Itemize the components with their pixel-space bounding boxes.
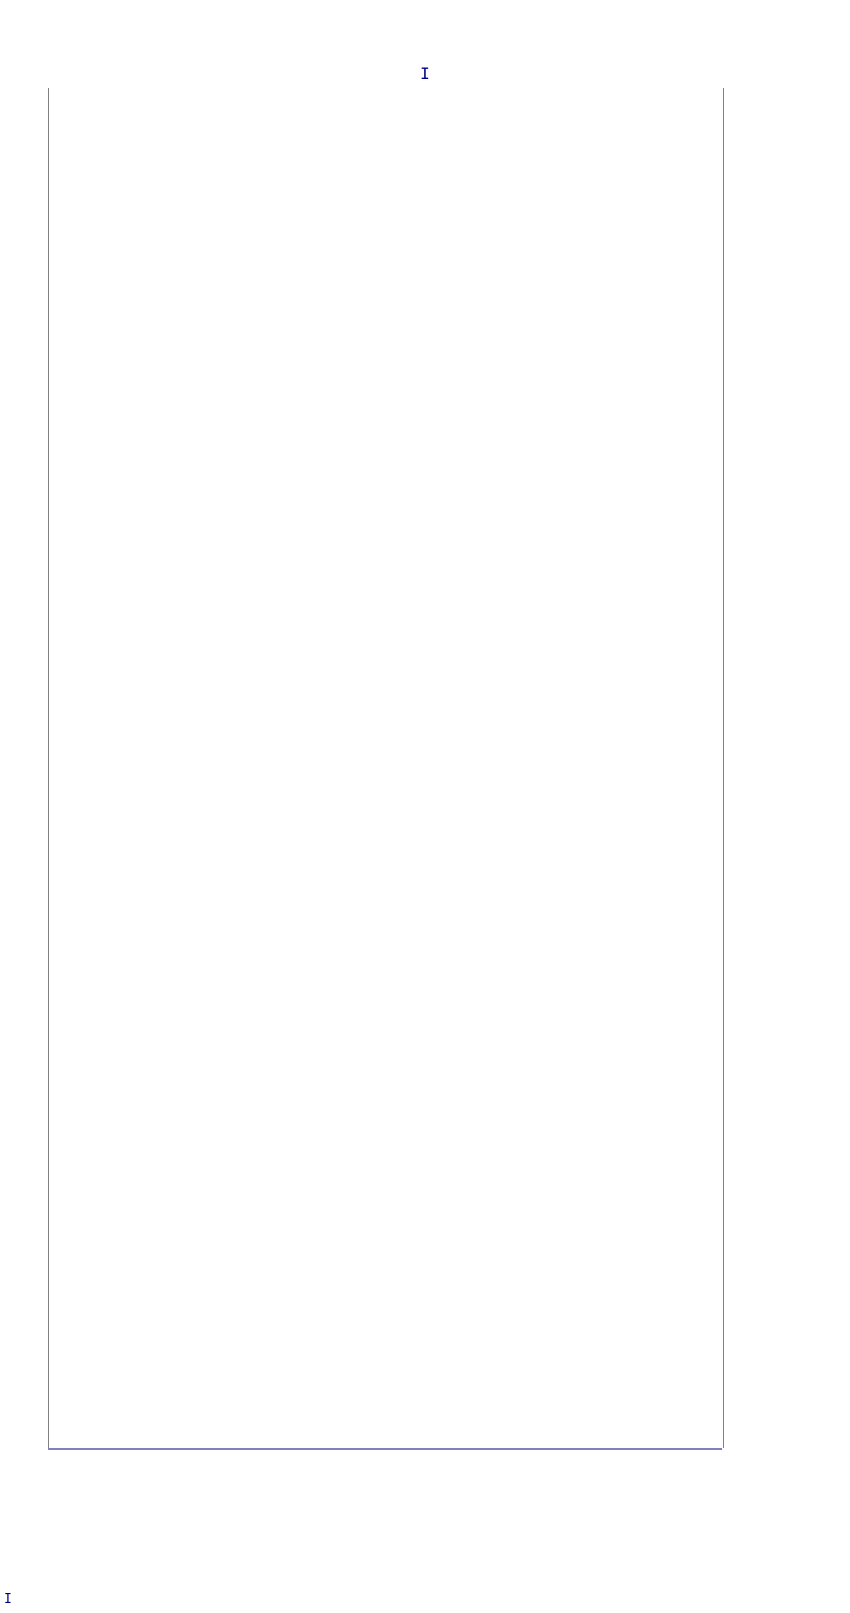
footer: I [4,1592,12,1607]
footer-scale-icon: I [4,1592,12,1607]
x-axis-ticks [48,1448,722,1468]
scale-header: I [0,64,850,83]
seismogram-container: I I [0,0,850,1613]
plot-area [48,88,722,1448]
x-axis [48,1448,722,1488]
scale-bar-icon: I [420,64,430,83]
